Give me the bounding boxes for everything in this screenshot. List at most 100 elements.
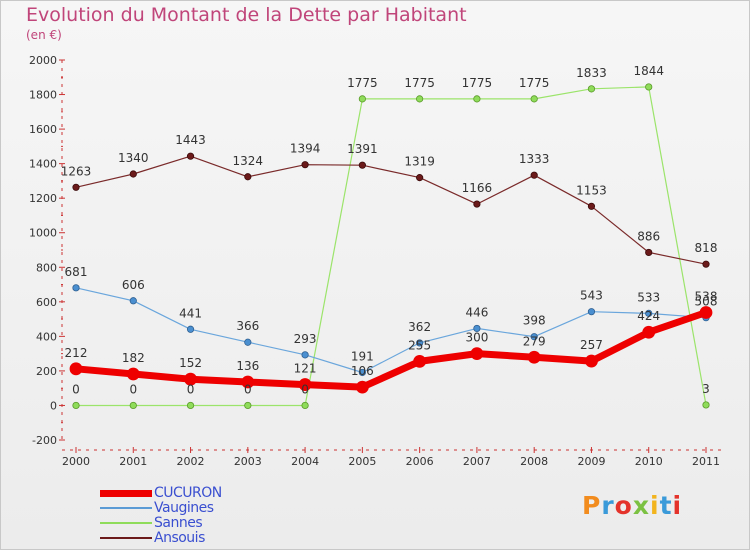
- data-label-vaugines: 533: [637, 290, 660, 304]
- legend-label-vaugines: Vaugines: [154, 500, 214, 516]
- x-tick-label: 2002: [177, 455, 205, 468]
- x-tick-label: 2003: [234, 455, 262, 468]
- legend-swatch-ansouis: [100, 537, 152, 539]
- data-label-sannes: 1775: [404, 76, 435, 90]
- data-label-sannes: 3: [702, 382, 710, 396]
- y-tick-label: 1600: [29, 123, 57, 136]
- y-tick-label: 2000: [29, 54, 57, 67]
- series-line-ansouis: [75, 155, 707, 265]
- data-point-cucuron: [527, 350, 541, 364]
- data-label-vaugines: 441: [179, 306, 202, 320]
- logo-letter: i: [672, 491, 683, 520]
- x-tick-label: 2008: [520, 455, 548, 468]
- data-label-sannes: 0: [129, 382, 137, 396]
- logo-letter: t: [659, 491, 673, 520]
- data-point-sannes: [530, 95, 538, 103]
- data-point-cucuron: [585, 354, 598, 368]
- data-point-ansouis: [702, 260, 710, 268]
- y-tick-label: 1000: [29, 227, 57, 240]
- data-label-vaugines: 362: [408, 320, 431, 334]
- data-point-ansouis: [129, 170, 137, 178]
- data-label-sannes: 0: [301, 382, 309, 396]
- x-tick-label: 2000: [62, 455, 90, 468]
- y-tick-label: 1400: [29, 158, 57, 171]
- data-label-sannes: 0: [244, 382, 252, 396]
- y-tick-label: 400: [36, 330, 57, 343]
- data-point-sannes: [645, 83, 653, 91]
- data-point-cucuron: [126, 367, 140, 381]
- y-tick-label: -200: [32, 434, 57, 447]
- y-tick-label: 1200: [29, 192, 57, 205]
- data-label-sannes: 1833: [576, 66, 607, 80]
- data-label-cucuron: 538: [695, 290, 718, 304]
- y-tick-label: 800: [36, 261, 57, 274]
- data-label-sannes: 1775: [462, 76, 493, 90]
- legend-swatch-cucuron: [100, 489, 152, 497]
- data-label-ansouis: 1340: [118, 151, 149, 165]
- data-point-cucuron: [355, 380, 369, 394]
- data-point-sannes: [416, 95, 424, 103]
- data-point-sannes: [186, 401, 195, 410]
- data-label-cucuron: 424: [637, 309, 660, 323]
- legend-item-ansouis: Ansouis: [100, 530, 205, 546]
- data-label-cucuron: 255: [408, 338, 431, 352]
- data-label-vaugines: 398: [523, 314, 546, 328]
- data-point-cucuron: [298, 378, 312, 391]
- data-point-cucuron: [241, 375, 255, 389]
- data-point-sannes: [358, 95, 366, 103]
- data-label-sannes: 0: [187, 382, 195, 396]
- series-line-cucuron: [72, 309, 710, 391]
- data-point-vaugines: [645, 309, 653, 317]
- legend-item-cucuron: CUCURON: [100, 485, 222, 501]
- series-line-vaugines: [75, 287, 707, 374]
- data-point-sannes: [587, 85, 596, 93]
- logo-letter: i: [650, 491, 660, 520]
- data-point-cucuron: [413, 355, 427, 368]
- data-label-sannes: 0: [72, 382, 80, 396]
- y-tick-label: 0: [50, 399, 57, 412]
- data-label-sannes: 1775: [347, 76, 378, 90]
- data-point-vaugines: [129, 297, 137, 305]
- data-label-vaugines: 366: [236, 319, 259, 333]
- legend-label-cucuron: CUCURON: [154, 485, 222, 501]
- data-label-vaugines: 606: [122, 278, 145, 292]
- data-label-vaugines: 681: [65, 265, 88, 279]
- data-label-cucuron: 300: [465, 331, 488, 345]
- data-label-cucuron: 152: [179, 356, 202, 370]
- legend-swatch-vaugines: [100, 507, 152, 509]
- proxiti-logo: Proxiti: [582, 491, 682, 520]
- data-label-ansouis: 1319: [404, 155, 435, 169]
- data-point-ansouis: [186, 152, 195, 160]
- logo-letter: P: [582, 491, 602, 520]
- data-label-ansouis: 1153: [576, 183, 607, 197]
- logo-letter: o: [614, 491, 633, 520]
- data-label-ansouis: 1394: [290, 142, 321, 156]
- data-label-vaugines: 293: [294, 332, 317, 346]
- legend-label-sannes: Sannes: [154, 515, 203, 531]
- data-point-sannes: [72, 401, 80, 410]
- data-point-ansouis: [587, 202, 596, 210]
- data-point-vaugines: [530, 333, 538, 341]
- data-point-vaugines: [587, 308, 596, 316]
- x-tick-label: 2006: [406, 455, 434, 468]
- data-point-ansouis: [473, 200, 481, 208]
- data-point-vaugines: [72, 284, 80, 292]
- data-label-vaugines: 446: [465, 305, 488, 319]
- data-point-sannes: [301, 401, 309, 410]
- data-label-ansouis: 1333: [519, 152, 550, 166]
- y-tick-label: 1800: [29, 89, 57, 102]
- data-point-cucuron: [642, 325, 656, 339]
- data-label-vaugines: 508: [695, 295, 718, 309]
- data-label-ansouis: 818: [695, 241, 718, 255]
- legend-item-sannes: Sannes: [100, 515, 203, 531]
- data-label-cucuron: 257: [580, 338, 603, 352]
- y-tick-label: 600: [36, 296, 57, 309]
- data-point-cucuron: [470, 347, 484, 361]
- data-label-ansouis: 886: [637, 229, 660, 243]
- legend-label-ansouis: Ansouis: [154, 530, 205, 546]
- data-label-cucuron: 121: [294, 362, 317, 376]
- data-label-cucuron: 106: [351, 364, 374, 378]
- data-point-vaugines: [244, 338, 252, 346]
